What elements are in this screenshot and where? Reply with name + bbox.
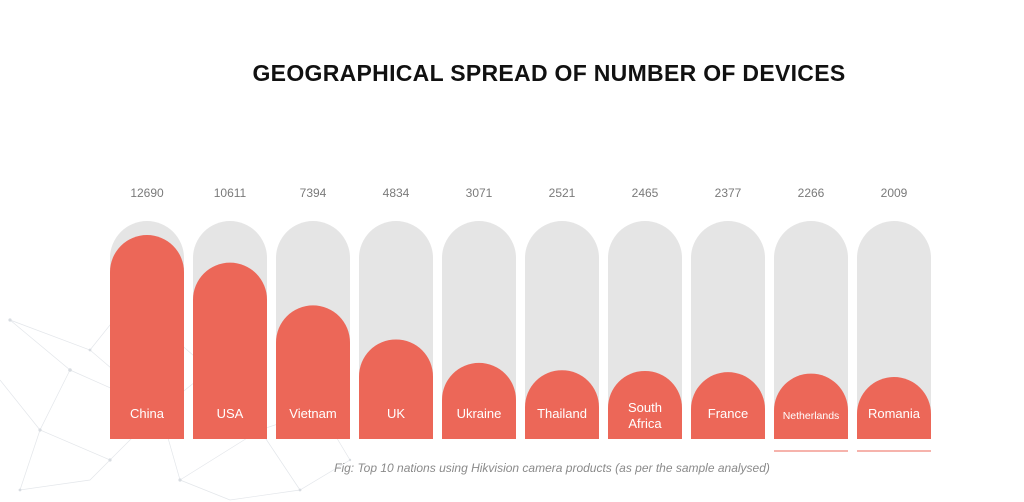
value-label-france: 2377: [715, 186, 742, 200]
bar-south-africa: [608, 370, 682, 439]
category-label-china: China: [130, 406, 165, 421]
bar-ukraine: [442, 362, 516, 439]
category-label-thailand: Thailand: [537, 406, 587, 421]
value-label-usa: 10611: [214, 186, 247, 200]
value-label-romania: 2009: [881, 186, 908, 200]
value-label-netherlands: 2266: [798, 186, 825, 200]
bar-usa: [193, 262, 267, 439]
bar-netherlands: [774, 373, 848, 439]
bar-vietnam: [276, 305, 350, 439]
category-label-romania: Romania: [868, 406, 921, 421]
chart-title: GEOGRAPHICAL SPREAD OF NUMBER OF DEVICES: [252, 60, 846, 86]
value-label-china: 12690: [130, 186, 164, 200]
category-label-netherlands: Netherlands: [783, 410, 840, 422]
value-label-south-africa: 2465: [632, 186, 659, 200]
bar-romania: [857, 377, 931, 439]
figure-caption: Fig: Top 10 nations using Hikvision came…: [334, 461, 770, 475]
value-label-uk: 4834: [383, 186, 410, 200]
bar-chart: 12690 China 10611 USA 7394 Vietnam 4834 UK 3071 U…: [110, 186, 931, 452]
value-label-thailand: 2521: [549, 186, 576, 200]
bar-thailand: [525, 370, 599, 439]
category-label-vietnam: Vietnam: [289, 406, 336, 421]
category-label-france: France: [708, 406, 748, 421]
category-label-uk: UK: [387, 406, 405, 421]
bar-china: [110, 235, 184, 439]
bar-france: [691, 372, 765, 439]
category-label-usa: USA: [217, 406, 244, 421]
value-label-vietnam: 7394: [300, 186, 327, 200]
bar-uk: [359, 339, 433, 439]
value-label-ukraine: 3071: [466, 186, 493, 200]
category-label-south-africa: South Africa: [628, 400, 662, 431]
category-label-ukraine: Ukraine: [457, 406, 502, 421]
